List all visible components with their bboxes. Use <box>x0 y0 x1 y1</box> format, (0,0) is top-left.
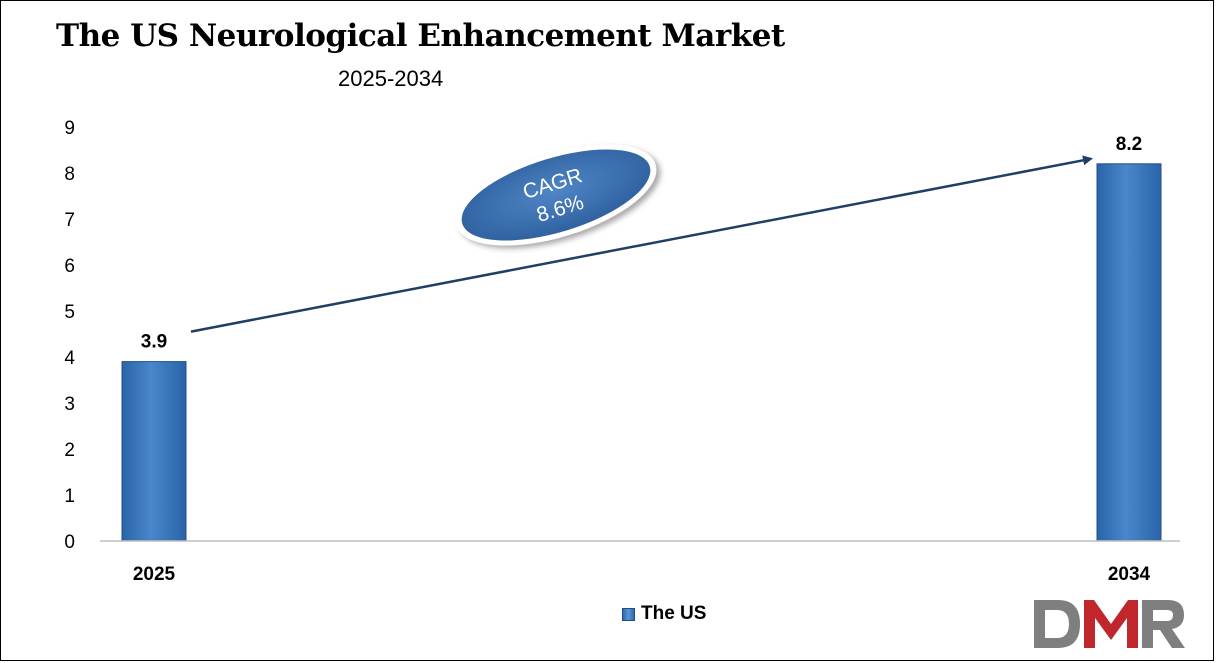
y-tick-label: 9 <box>64 118 75 139</box>
y-tick-label: 8 <box>64 164 75 185</box>
x-axis: 2025 2034 <box>100 540 1180 585</box>
data-labels: 3.9 8.2 <box>141 134 1142 353</box>
x-tick-label: 2025 <box>133 564 176 585</box>
chart-subtitle: 2025-2034 <box>338 66 444 91</box>
legend: The US <box>622 603 706 625</box>
data-label: 8.2 <box>1116 134 1142 155</box>
bars <box>121 163 1162 542</box>
y-tick-label: 6 <box>64 256 75 277</box>
y-tick-label: 5 <box>64 302 75 323</box>
y-tick-label: 4 <box>64 348 75 369</box>
legend-label: The US <box>641 603 707 624</box>
y-tick-label: 0 <box>64 532 75 553</box>
y-tick-label: 3 <box>64 394 75 415</box>
growth-arrow <box>190 155 1093 333</box>
dmr-logo <box>1034 600 1185 648</box>
chart-title: The US Neurological Enhancement Market <box>56 18 785 54</box>
x-tick-label: 2034 <box>1108 564 1151 585</box>
y-tick-label: 7 <box>64 210 75 231</box>
data-label: 3.9 <box>141 332 167 353</box>
bar <box>121 361 187 542</box>
bar <box>1096 163 1162 542</box>
cagr-badge: CAGR 8.6% <box>455 144 657 246</box>
y-tick-label: 2 <box>64 440 75 461</box>
legend-swatch <box>622 607 635 621</box>
y-axis: 0 1 2 3 4 5 6 7 8 9 <box>64 118 75 553</box>
y-tick-label: 1 <box>64 486 75 507</box>
